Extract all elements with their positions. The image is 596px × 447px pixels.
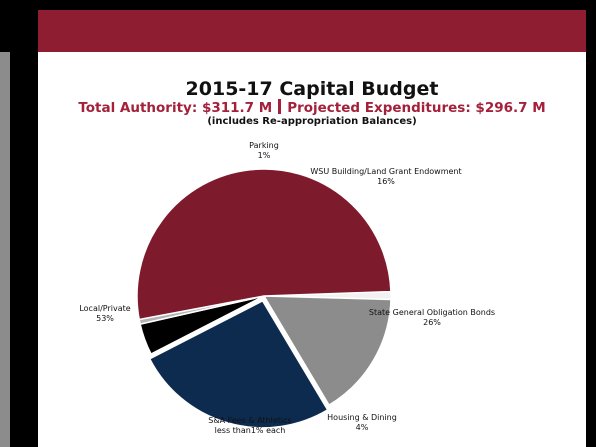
slide-subtitle: Total Authority: $311.7 M Projected Expen… [38, 99, 586, 116]
pie-label-housing-dining: Housing & Dining 4% [327, 413, 397, 432]
left-gray-strip [0, 52, 10, 447]
pie-label-sa-fees-athletics: S&A Fees & Athletics less than1% each [208, 416, 291, 435]
pie-label-wsu-endowment: WSU Building/Land Grant Endowment 16% [310, 167, 461, 186]
pie-label-parking: Parking 1% [249, 141, 279, 160]
slide-side-strip [10, 52, 38, 447]
pie-label-local-private: Local/Private 53% [79, 304, 130, 323]
slide-content: 2015-17 Capital Budget Total Authority: … [38, 52, 586, 447]
pie-slice-state-bonds [148, 299, 329, 429]
subtitle-separator [278, 99, 282, 114]
slide-note: (includes Re-appropriation Balances) [207, 116, 417, 127]
pie-labels: Parking 1% WSU Building/Land Grant Endowme… [79, 141, 495, 435]
pie-slices [136, 168, 392, 429]
projected-expenditures: Projected Expenditures: $296.7 M [287, 100, 546, 116]
slide-title: 2015-17 Capital Budget [185, 78, 439, 100]
pie-chart: Parking 1% WSU Building/Land Grant Endowme… [79, 141, 495, 435]
total-authority: Total Authority: $311.7 M [78, 100, 273, 116]
pie-slice-local-private [136, 168, 392, 321]
pie-label-state-bonds: State General Obligation Bonds 26% [369, 308, 495, 327]
pie-slice-wsu-endowment [262, 295, 392, 407]
header-accent-bar [38, 10, 586, 52]
